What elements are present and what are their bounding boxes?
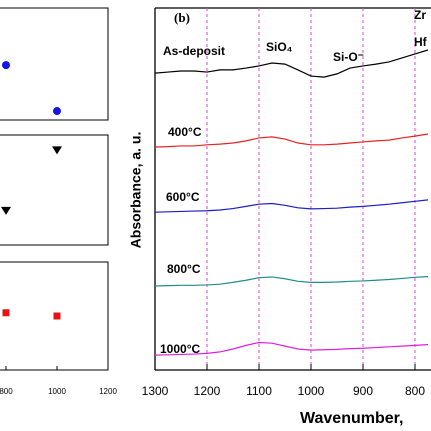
x-axis-title: Wavenumber, (300, 410, 403, 427)
annotation: Hf (414, 35, 428, 49)
x-tick-label: 1000 (298, 384, 325, 398)
x-tick-label: 800 (0, 387, 13, 396)
point (2, 61, 10, 70)
spectrum-line (154, 341, 429, 356)
series-label: 800°C (167, 262, 201, 276)
annotation: Si-O⁻ (333, 50, 364, 64)
series-label: As-deposit (163, 44, 225, 58)
point (52, 146, 62, 155)
panel-label: (b) (174, 10, 190, 25)
spectrum-line (154, 199, 429, 213)
panel-frame (0, 261, 109, 371)
series-label: 1000°C (160, 342, 200, 356)
series-label: 400°C (168, 125, 202, 139)
x-tick-label: 800 (405, 384, 425, 398)
annotation: SiO₄ (266, 40, 293, 54)
spectrum-line (154, 49, 429, 78)
point (53, 107, 61, 116)
point (2, 309, 10, 317)
x-tick-label: 1200 (99, 387, 117, 396)
point (53, 312, 61, 320)
x-tick-label: 1200 (194, 384, 221, 398)
x-tick-label: 900 (353, 384, 373, 398)
panel-frame (0, 134, 109, 246)
panel-frame (0, 7, 109, 121)
spectrum-line (154, 276, 429, 287)
y-axis-title: Absorbance, a. u. (128, 132, 144, 249)
point (1, 206, 11, 215)
series-label: 600°C (166, 190, 200, 204)
annotation: Zr (414, 8, 426, 22)
x-tick-label: 1100 (246, 384, 272, 398)
spectrum-line (154, 133, 429, 148)
x-tick-label: 1000 (48, 387, 66, 396)
x-tick-label: 1300 (142, 384, 169, 398)
